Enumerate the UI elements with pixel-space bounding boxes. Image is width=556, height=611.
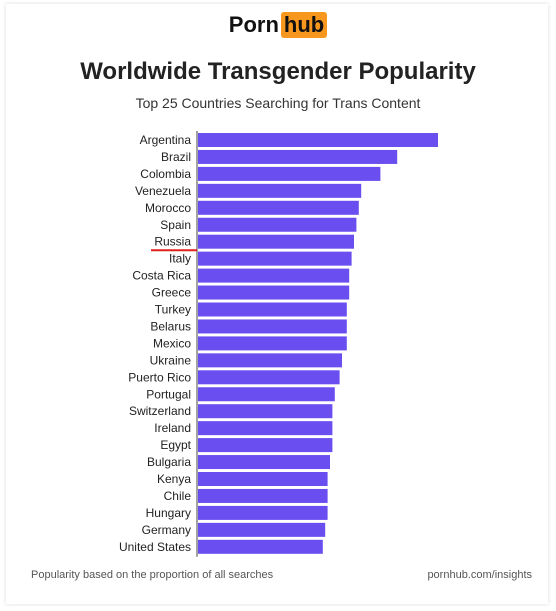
bar-portugal: [198, 387, 335, 402]
category-label: Russia: [154, 235, 191, 249]
bar-spain: [198, 217, 357, 232]
logo-text-porn: Porn: [228, 12, 279, 37]
bar-colombia: [198, 166, 381, 181]
category-label: Mexico: [153, 336, 191, 350]
bar-russia: [198, 234, 354, 249]
bar-ukraine: [198, 353, 342, 368]
category-label: Hungary: [146, 506, 191, 520]
bar-belarus: [198, 319, 347, 334]
bar-greece: [198, 285, 350, 300]
brand-logo: Porn hub: [0, 12, 556, 38]
bar-kenya: [198, 472, 328, 486]
bar-costa-rica: [198, 268, 350, 283]
category-label: Ukraine: [150, 353, 192, 367]
bar-bulgaria: [198, 455, 330, 470]
bar-chile: [198, 488, 328, 503]
category-label: Belarus: [150, 319, 191, 333]
bar-switzerland: [198, 404, 333, 419]
category-label: Puerto Rico: [128, 370, 191, 384]
category-label: Portugal: [146, 387, 191, 401]
bar-hungary: [198, 505, 328, 520]
category-label: Switzerland: [129, 404, 191, 418]
bar-brazil: [198, 149, 398, 164]
category-label: Colombia: [140, 167, 191, 181]
category-label: Germany: [142, 523, 191, 537]
category-label: Kenya: [157, 472, 191, 486]
chart-title: Worldwide Transgender Popularity: [80, 58, 476, 85]
footer-note: Popularity based on the proportion of al…: [31, 569, 274, 581]
bar-mexico: [198, 336, 347, 351]
category-label: Spain: [160, 218, 191, 232]
bar-morocco: [198, 200, 359, 215]
bar-germany: [198, 522, 326, 537]
category-label: Egypt: [160, 438, 191, 452]
bar-venezuela: [198, 183, 362, 198]
category-label: United States: [119, 540, 191, 554]
category-label: Venezuela: [135, 184, 191, 198]
category-label: Turkey: [155, 303, 191, 317]
bar-turkey: [198, 302, 347, 317]
category-label: Argentina: [140, 133, 192, 147]
bar-argentina: [198, 133, 438, 147]
category-label: Costa Rica: [132, 269, 191, 283]
category-label: Italy: [169, 252, 191, 266]
category-label: Morocco: [145, 201, 191, 215]
category-label: Chile: [164, 489, 192, 503]
category-label: Ireland: [154, 421, 191, 435]
footer-source: pornhub.com/insights: [427, 569, 532, 581]
bar-ireland: [198, 421, 333, 436]
bar-egypt: [198, 438, 333, 453]
category-label: Brazil: [161, 150, 191, 164]
category-label: Greece: [152, 286, 192, 300]
bar-puerto-rico: [198, 370, 340, 385]
bar-united-states: [198, 539, 323, 554]
category-label: Bulgaria: [147, 455, 191, 469]
bar-italy: [198, 251, 352, 266]
chart-subtitle: Top 25 Countries Searching for Trans Con…: [135, 95, 421, 111]
logo-text-hub: hub: [280, 12, 328, 38]
